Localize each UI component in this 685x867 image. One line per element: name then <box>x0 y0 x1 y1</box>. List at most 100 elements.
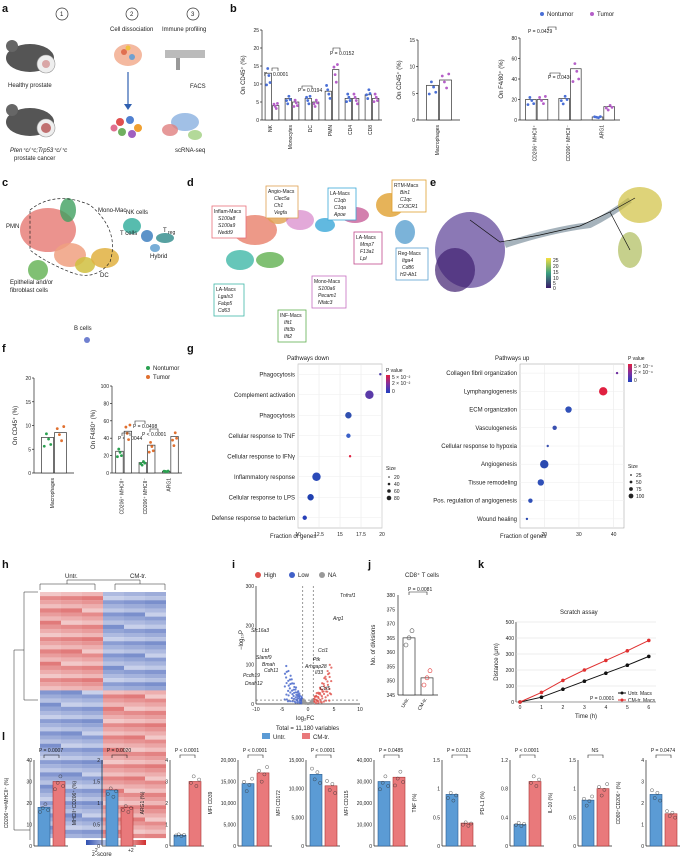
pathway-term: Cellular response to hypoxia <box>441 444 517 450</box>
bar-untr <box>309 774 323 847</box>
heatmap-cell <box>103 743 124 748</box>
pathway-term: Angiogenesis <box>481 462 517 468</box>
heatmap-cell <box>82 596 103 601</box>
y-axis-label: On CD45⁺ (%) <box>396 60 403 99</box>
heatmap-cell <box>145 649 166 654</box>
x-tick-label: NK <box>268 124 274 132</box>
data-point <box>333 73 337 77</box>
data-point <box>602 788 607 792</box>
data-point <box>327 92 331 96</box>
heatmap-cell <box>103 735 124 740</box>
x-tick-label: -5 <box>280 707 285 713</box>
data-point <box>655 791 660 795</box>
volcano-point <box>294 696 297 699</box>
gene-label: Dnah12 <box>245 681 263 687</box>
heatmap-cell <box>82 702 103 707</box>
pathway-term: Cellular response to LPS <box>229 495 295 501</box>
significance-bracket <box>121 432 131 436</box>
volcano-point <box>289 691 292 694</box>
heatmap-cell <box>40 624 61 629</box>
bar <box>420 677 434 696</box>
data-point <box>543 95 547 98</box>
data-point <box>312 777 317 782</box>
x-tick-label: CM-tr. <box>417 697 429 712</box>
g-up-xlabel: Fraction of genes <box>500 534 546 540</box>
x-tick-label: CD206⁺ MHCII⁺ <box>533 125 539 162</box>
y-axis-label: PD-L1 (%) <box>480 791 486 815</box>
y-tick-label: 4 <box>165 758 168 764</box>
heatmap-cell <box>124 833 145 839</box>
pathway-dot <box>565 406 572 413</box>
series-point <box>539 690 544 695</box>
data-point <box>268 81 272 84</box>
volcano-point <box>330 666 333 669</box>
data-point <box>314 98 318 102</box>
data-point <box>530 99 534 102</box>
heatmap-cell <box>103 592 124 597</box>
y-tick-label: 10,000 <box>221 801 237 807</box>
heatmap-cell <box>61 776 82 781</box>
data-point <box>312 102 316 106</box>
heatmap-cell <box>103 727 124 732</box>
x-tick-label: 20 <box>379 532 385 538</box>
pathway-term: Phagocytosis <box>259 413 295 419</box>
data-point <box>598 115 602 119</box>
heatmap-cell <box>145 616 166 621</box>
y-tick-label: 15,000 <box>289 758 305 764</box>
heatmap-cell <box>82 641 103 646</box>
volcano-point <box>313 700 316 703</box>
heatmap-cell <box>40 596 61 601</box>
heatmap-cell <box>145 731 166 736</box>
heatmap-cell <box>40 612 61 617</box>
heatmap-cell <box>61 657 82 662</box>
box-gene: Ifit2 <box>284 334 292 340</box>
size-tick: 100 <box>636 494 645 500</box>
significance-bracket <box>408 591 428 595</box>
data-point <box>427 668 433 674</box>
data-point <box>421 682 427 688</box>
heatmap-cell <box>103 739 124 744</box>
data-point <box>353 95 357 99</box>
heatmap-cell <box>145 805 166 810</box>
panel-e-trajectory: 25 20 15 10 5 0 <box>435 187 662 292</box>
heatmap-cell <box>145 612 166 617</box>
heatmap-cell <box>40 825 61 830</box>
data-point <box>667 814 672 818</box>
significance-bracket <box>332 47 341 51</box>
heatmap-cell <box>40 805 61 810</box>
volcano-ylabel: −log₁₀P <box>239 630 245 650</box>
heatmap-cell <box>82 637 103 642</box>
heatmap-cell <box>124 596 145 601</box>
genotype-label: Pten⁺c/⁺c;Trp53⁺c/⁺c <box>10 147 67 154</box>
volcano-point <box>326 694 329 697</box>
volcano-point <box>311 701 314 704</box>
heatmap-cell <box>124 620 145 625</box>
y-axis-label: MFI CD115 <box>344 790 350 815</box>
heatmap-cell <box>61 715 82 720</box>
bar-cmtr <box>528 781 542 847</box>
box-gene: S100a9 <box>218 223 235 229</box>
y-tick-label: 0 <box>369 844 372 850</box>
data-point <box>354 99 358 102</box>
x-tick-label: Monocytes <box>288 125 294 150</box>
cluster-box-inflam: Inflam-Macs S100a8 S100a9 Nedd9 <box>211 205 247 239</box>
heatmap-cell <box>61 719 82 724</box>
heatmap-cell <box>145 788 166 793</box>
heatmap-cell <box>82 780 103 785</box>
volcano-point <box>288 678 292 681</box>
heatmap-cell <box>124 612 145 617</box>
data-point <box>610 105 614 109</box>
heatmap-cell <box>124 817 145 822</box>
pathway-term: Complement activation <box>234 393 295 399</box>
data-point <box>189 780 193 785</box>
heatmap-cell <box>124 604 145 609</box>
heatmap-cell <box>145 604 166 609</box>
heatmap-cell <box>124 747 145 752</box>
heatmap-cell <box>145 829 166 834</box>
cell-dissociation-label: Cell dissociation <box>110 27 153 33</box>
y-tick-label: 4 <box>641 758 644 764</box>
heatmap-cell <box>40 723 61 728</box>
bar-cmtr <box>52 781 66 847</box>
umap-clusters <box>20 198 174 343</box>
data-point <box>147 450 151 454</box>
